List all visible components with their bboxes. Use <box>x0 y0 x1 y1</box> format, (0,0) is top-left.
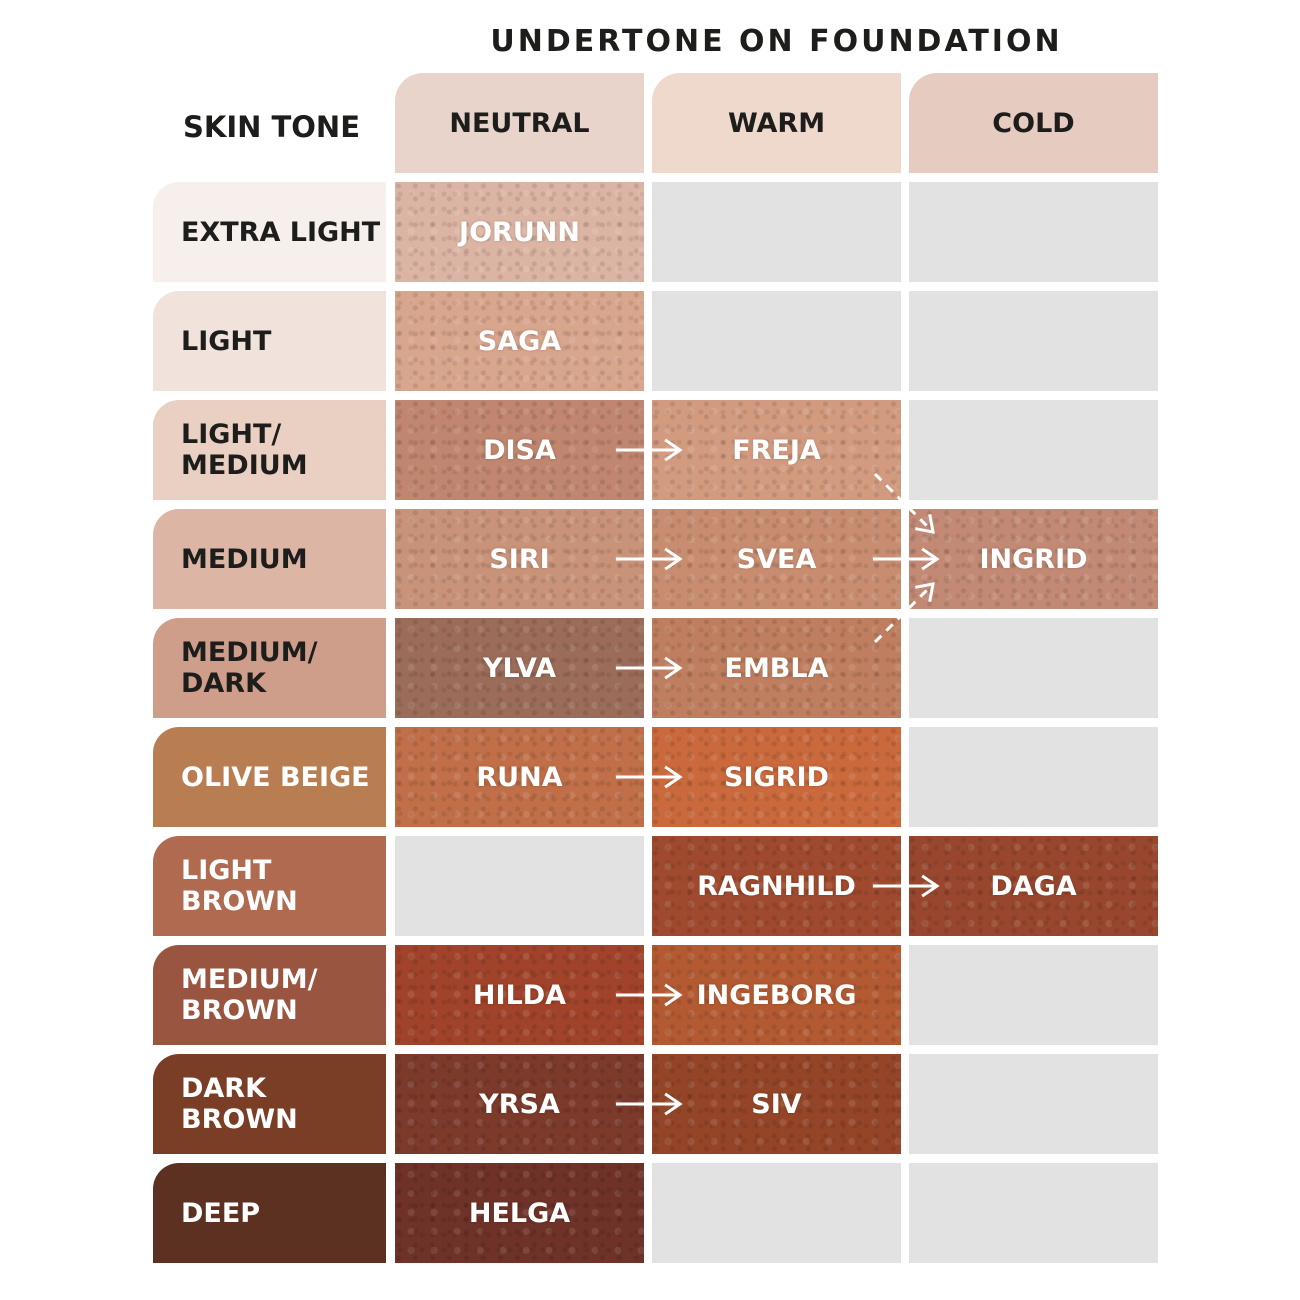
row-label: OLIVE BEIGE <box>153 727 386 827</box>
row-label: DEEP <box>153 1163 386 1263</box>
foundation-swatch-ingeborg: INGEBORG <box>652 945 901 1045</box>
foundation-swatch-siv: SIV <box>652 1054 901 1154</box>
column-header-neutral: NEUTRAL <box>395 73 644 173</box>
row-label: LIGHT BROWN <box>153 836 386 936</box>
foundation-swatch-freja: FREJA <box>652 400 901 500</box>
empty-cell <box>395 836 644 936</box>
foundation-swatch-yrsa: YRSA <box>395 1054 644 1154</box>
empty-cell <box>909 945 1158 1045</box>
empty-cell <box>909 618 1158 718</box>
foundation-swatch-hilda: HILDA <box>395 945 644 1045</box>
foundation-swatch-siri: SIRI <box>395 509 644 609</box>
empty-cell <box>909 1163 1158 1263</box>
foundation-swatch-jorunn: JORUNN <box>395 182 644 282</box>
foundation-swatch-ylva: YLVA <box>395 618 644 718</box>
empty-cell <box>652 1163 901 1263</box>
column-header-warm: WARM <box>652 73 901 173</box>
column-header-cold: COLD <box>909 73 1158 173</box>
empty-cell <box>652 182 901 282</box>
skin-tone-header: SKIN TONE <box>182 110 361 144</box>
foundation-swatch-runa: RUNA <box>395 727 644 827</box>
foundation-swatch-disa: DISA <box>395 400 644 500</box>
row-label: EXTRA LIGHT <box>153 182 386 282</box>
foundation-swatch-ingrid: INGRID <box>909 509 1158 609</box>
foundation-swatch-svea: SVEA <box>652 509 901 609</box>
empty-cell <box>909 182 1158 282</box>
foundation-swatch-sigrid: SIGRID <box>652 727 901 827</box>
empty-cell <box>652 291 901 391</box>
row-label: MEDIUM/ BROWN <box>153 945 386 1045</box>
chart-title: UNDERTONE ON FOUNDATION <box>490 24 1063 59</box>
foundation-swatch-embla: EMBLA <box>652 618 901 718</box>
foundation-swatch-helga: HELGA <box>395 1163 644 1263</box>
empty-cell <box>909 727 1158 827</box>
empty-cell <box>909 291 1158 391</box>
row-label: MEDIUM/ DARK <box>153 618 386 718</box>
empty-cell <box>909 400 1158 500</box>
foundation-swatch-daga: DAGA <box>909 836 1158 936</box>
row-label: LIGHT <box>153 291 386 391</box>
foundation-swatch-saga: SAGA <box>395 291 644 391</box>
row-label: MEDIUM <box>153 509 386 609</box>
foundation-swatch-ragnhild: RAGNHILD <box>652 836 901 936</box>
empty-cell <box>909 1054 1158 1154</box>
row-label: DARK BROWN <box>153 1054 386 1154</box>
row-label: LIGHT/ MEDIUM <box>153 400 386 500</box>
